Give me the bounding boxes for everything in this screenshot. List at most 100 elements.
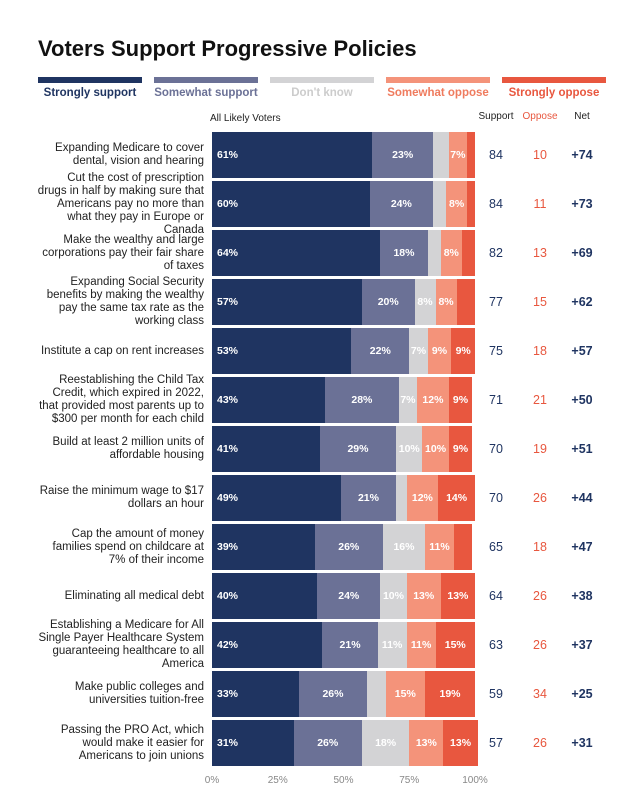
oppose-value: 34 [533, 687, 547, 701]
value-label: 42% [217, 639, 239, 651]
oppose-value: 15 [533, 295, 547, 309]
bar-segment [293, 720, 362, 766]
bar-segment [212, 377, 326, 423]
category-label: Passing the PRO Act, which would make it… [60, 723, 204, 762]
bar-segment [427, 230, 441, 276]
value-label: 18% [375, 737, 397, 749]
category-label: Make public colleges and universities tu… [74, 681, 204, 706]
bar-segment [361, 720, 410, 766]
value-label: 8% [443, 247, 459, 259]
value-label: 7% [410, 345, 427, 357]
x-tick-label: 50% [333, 775, 354, 786]
value-label: 11% [381, 639, 403, 651]
x-tick-label: 75% [399, 775, 420, 786]
value-label: 19% [439, 688, 461, 700]
bar-segment [446, 181, 468, 227]
bar-segment [432, 181, 447, 227]
bar-segment [212, 132, 373, 178]
legend-label: Strongly support [43, 87, 137, 99]
x-tick-label: 100% [462, 775, 488, 786]
bar-segment [298, 671, 368, 717]
value-label: 64% [217, 247, 239, 259]
value-label: 7% [450, 149, 466, 161]
bar-segment [448, 132, 468, 178]
legend-label: Somewhat oppose [387, 87, 489, 99]
subtitle: All Likely Voters [210, 113, 281, 124]
oppose-header: Oppose [522, 111, 558, 122]
bar-segment [361, 279, 415, 325]
value-label: 33% [217, 688, 239, 700]
legend-swatch [502, 77, 606, 83]
net-value: +74 [571, 148, 593, 162]
bar-segment [448, 426, 473, 472]
bar-segment [212, 279, 362, 325]
legend-swatch [270, 77, 374, 83]
oppose-value: 18 [533, 344, 547, 358]
support-value: 70 [489, 491, 503, 505]
bar-segment [414, 279, 436, 325]
net-value: +31 [571, 736, 593, 750]
value-label: 18% [393, 247, 415, 259]
bar-segment [443, 720, 478, 766]
oppose-value: 19 [533, 442, 547, 456]
bar-segment [453, 524, 473, 570]
oppose-value: 26 [533, 589, 547, 603]
value-label: 29% [347, 443, 369, 455]
bar-segment [212, 181, 370, 227]
support-value: 82 [489, 246, 503, 260]
bar-segment [380, 230, 428, 276]
bar-segment [314, 524, 383, 570]
support-value: 64 [489, 589, 503, 603]
category-label: Eliminating all medical debt [64, 589, 204, 602]
value-label: 14% [446, 492, 468, 504]
value-label: 15% [444, 639, 466, 651]
bar-segment [435, 622, 475, 668]
bar-segment [325, 377, 399, 423]
category-label: Expanding Medicare to cover dental, visi… [55, 142, 204, 167]
legend-label: Don't know [291, 87, 353, 99]
value-label: 12% [411, 492, 433, 504]
legend-swatch [38, 77, 142, 83]
support-value: 84 [489, 197, 503, 211]
support-value: 75 [489, 344, 503, 358]
bar-segment [440, 230, 462, 276]
value-label: 13% [413, 590, 435, 602]
bar-segment [422, 426, 449, 472]
oppose-value: 13 [533, 246, 547, 260]
value-label: 13% [415, 737, 437, 749]
value-label: 8% [417, 296, 433, 308]
value-label: 24% [338, 590, 360, 602]
net-value: +57 [571, 344, 593, 358]
category-label: Cap the amount of money families spend o… [52, 527, 205, 566]
value-label: 16% [393, 541, 415, 553]
bar-segment [385, 671, 426, 717]
value-label: 43% [217, 394, 239, 406]
oppose-value: 26 [533, 491, 547, 505]
support-value: 57 [489, 736, 503, 750]
support-value: 71 [489, 393, 503, 407]
value-label: 22% [369, 345, 391, 357]
bar-segment [367, 671, 386, 717]
value-label: 8% [438, 296, 454, 308]
value-label: 13% [447, 590, 469, 602]
bar-segment [212, 720, 294, 766]
category-label: Expanding Social Security benefits by ma… [46, 276, 204, 327]
oppose-value: 18 [533, 540, 547, 554]
net-value: +25 [571, 687, 593, 701]
bar-segment [417, 377, 449, 423]
x-tick-label: 0% [204, 775, 220, 786]
value-label: 61% [217, 149, 239, 161]
net-value: +62 [571, 295, 593, 309]
bar-segment [382, 524, 426, 570]
net-value: +69 [571, 246, 593, 260]
bar-segment [448, 377, 473, 423]
value-label: 12% [422, 394, 444, 406]
oppose-value: 26 [533, 736, 547, 750]
bar-segment [406, 573, 441, 619]
bar-segment [212, 622, 323, 668]
bar-segment [461, 230, 475, 276]
category-label: Institute a cap on rent increases [40, 344, 204, 357]
bar-segment [380, 573, 407, 619]
bar-segment [451, 328, 475, 374]
value-label: 21% [339, 639, 361, 651]
